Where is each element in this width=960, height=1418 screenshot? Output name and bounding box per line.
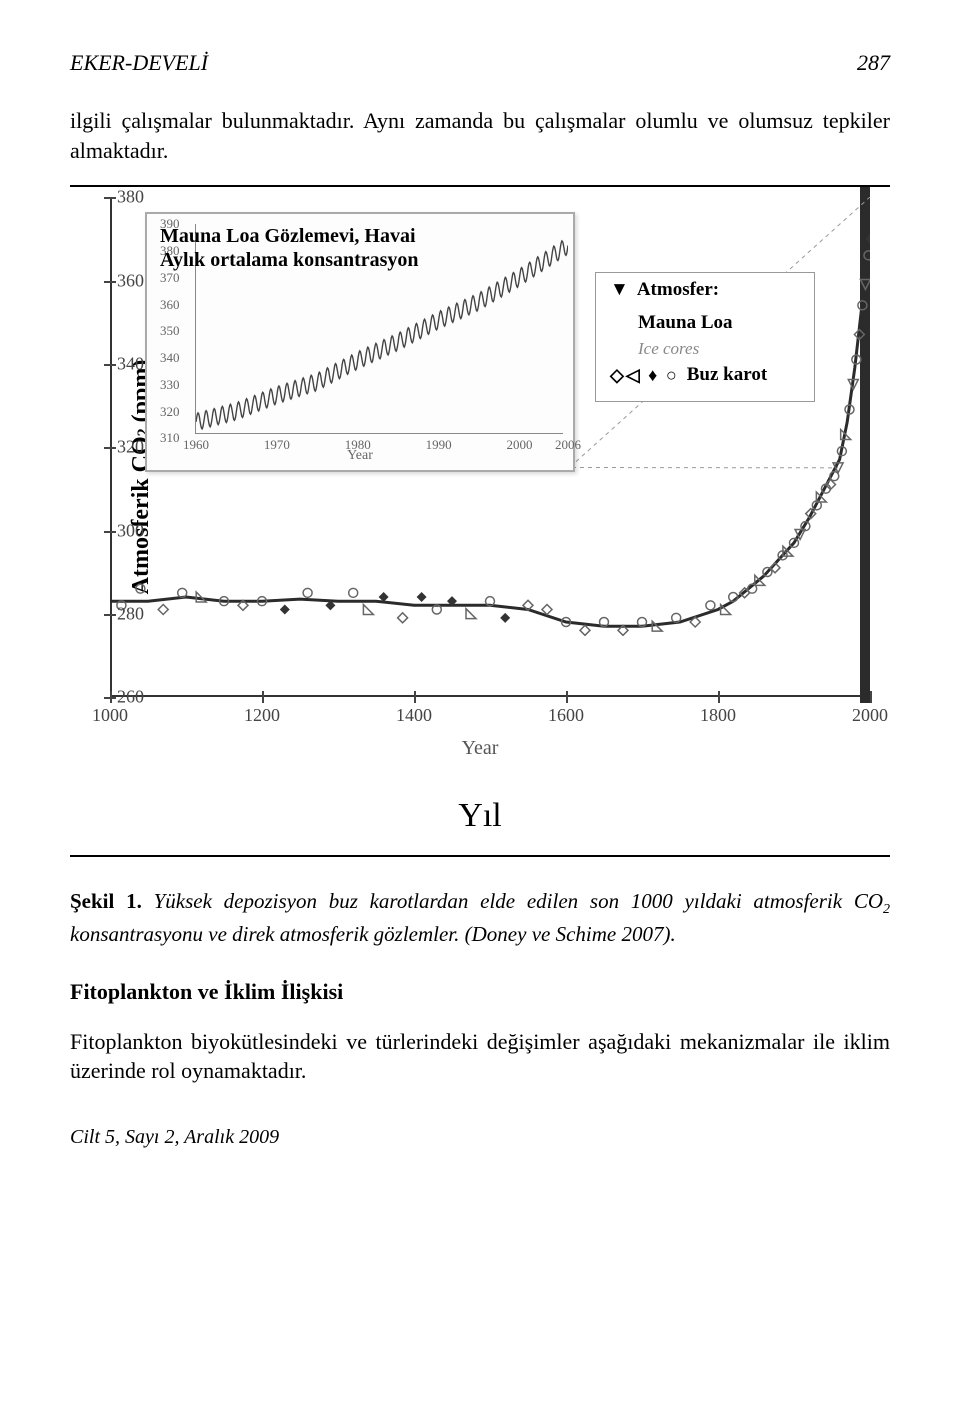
figure-top-rule [70, 185, 890, 187]
section-body: Fitoplankton biyokütlesindeki ve türleri… [70, 1027, 890, 1086]
inset-x-tick-label: 2000 [506, 437, 532, 453]
page: EKER-DEVELİ 287 ilgili çalışmalar bulunm… [0, 0, 960, 1418]
inset-x-tick-label: 1990 [426, 437, 452, 453]
intro-paragraph: ilgili çalışmalar bulunmaktadır. Aynı za… [70, 106, 890, 165]
caption-text-1: Yüksek depozisyon buz karotlardan elde e… [142, 889, 883, 913]
inset-y-tick-label: 350 [160, 323, 180, 339]
inset-x-tick-label: 1960 [183, 437, 209, 453]
inset-y-tick-label: 340 [160, 350, 180, 366]
inset-y-tick-label: 320 [160, 404, 180, 420]
inset-title-overlay: Mauna Loa Gözlemevi, Havai Aylık ortalam… [160, 224, 419, 272]
legend-row-icecores: ◇◁ ♦ ○ Buz karot [610, 362, 767, 389]
legend-label-buzkarot: Buz karot [687, 362, 767, 389]
inset-x-tick-label: 1970 [264, 437, 290, 453]
header-page-number: 287 [857, 50, 890, 76]
inset-y-tick-label: 360 [160, 297, 180, 313]
inset-x-tick-label: 2006 [555, 437, 581, 453]
figure-bottom-rule [70, 855, 890, 857]
x-tick-label: 1600 [548, 705, 584, 726]
x-tick-label: 2000 [852, 705, 888, 726]
y-tick-label: 300 [117, 520, 144, 541]
y-tick-label: 360 [117, 270, 144, 291]
y-tick-label: 280 [117, 604, 144, 625]
x-tick-label: 1400 [396, 705, 432, 726]
legend-label-atmosfer: Atmosfer: [637, 277, 719, 304]
legend-marker-symbols: ◇◁ ♦ ○ [610, 363, 679, 388]
figure-caption: Şekil 1. Yüksek depozisyon buz karotlard… [70, 887, 890, 948]
x-tick-label: 1800 [700, 705, 736, 726]
x-tick-label: 1200 [244, 705, 280, 726]
inset-x-axis-title: Year [347, 448, 373, 464]
x-axis-title: Year [462, 737, 499, 760]
y-tick-label: 340 [117, 354, 144, 375]
legend: ▼ Atmosfer: Mauna Loa Ice cores ◇◁ ♦ ○ B… [610, 277, 767, 395]
inset-y-tick-label: 330 [160, 377, 180, 393]
page-footer: Cilt 5, Sayı 2, Aralık 2009 [70, 1126, 890, 1149]
main-chart: Atmosferik CO2 (ppm) 2602803003203403603… [70, 197, 890, 757]
section-heading: Fitoplankton ve İklim İlişkisi [70, 979, 890, 1005]
x-axis-label-overlay: Yıl [70, 797, 890, 835]
caption-label: Şekil 1. [70, 889, 142, 913]
legend-marker-triangle: ▼ [610, 277, 629, 304]
legend-row-atmosphere: ▼ Atmosfer: [610, 277, 767, 304]
caption-sub: 2 [883, 903, 890, 918]
header-left: EKER-DEVELİ [70, 50, 208, 76]
page-header: EKER-DEVELİ 287 [70, 50, 890, 76]
legend-sublabel-mauna-loa: Mauna Loa [638, 310, 767, 337]
y-tick-label: 380 [117, 187, 144, 208]
caption-text-2: konsantrasyonu ve direk atmosferik gözle… [70, 922, 676, 946]
legend-ice-cores-faint: Ice cores [638, 337, 767, 361]
inset-y-tick-label: 310 [160, 430, 180, 446]
y-tick-label: 320 [117, 437, 144, 458]
x-tick-label: 1000 [92, 705, 128, 726]
